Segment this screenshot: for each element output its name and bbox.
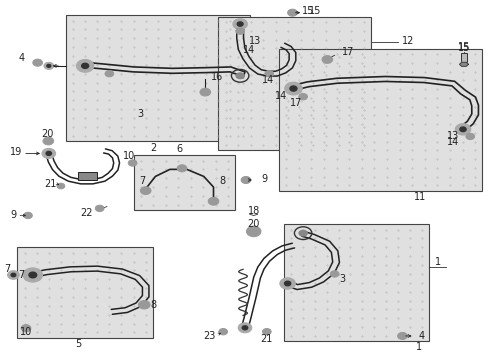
Text: 19: 19 — [10, 147, 22, 157]
Text: 15: 15 — [458, 43, 470, 53]
Text: 11: 11 — [414, 192, 426, 202]
Circle shape — [235, 72, 245, 79]
Circle shape — [42, 148, 55, 158]
Circle shape — [33, 59, 43, 66]
Circle shape — [29, 272, 37, 278]
Circle shape — [24, 212, 32, 219]
Circle shape — [105, 71, 114, 77]
Circle shape — [290, 86, 297, 91]
Circle shape — [43, 137, 53, 145]
Text: 7: 7 — [4, 264, 11, 274]
Circle shape — [140, 187, 151, 194]
Circle shape — [322, 55, 333, 63]
Text: 21: 21 — [261, 334, 273, 344]
Circle shape — [241, 176, 251, 184]
Circle shape — [233, 19, 247, 30]
Text: 7: 7 — [139, 176, 146, 186]
Circle shape — [298, 230, 308, 237]
Text: 4: 4 — [18, 53, 24, 63]
Text: 15: 15 — [309, 5, 321, 15]
Circle shape — [236, 28, 245, 34]
Text: 12: 12 — [401, 36, 414, 46]
Bar — [279, 49, 482, 191]
Bar — [78, 172, 97, 180]
Text: 8: 8 — [220, 176, 226, 186]
Text: 6: 6 — [176, 144, 183, 154]
Text: 14: 14 — [447, 137, 459, 147]
Text: 3: 3 — [138, 109, 144, 120]
Text: 14: 14 — [243, 45, 255, 55]
Circle shape — [397, 332, 407, 339]
Text: 9: 9 — [10, 210, 16, 220]
Circle shape — [57, 183, 65, 189]
Text: 16: 16 — [211, 72, 223, 82]
Circle shape — [44, 62, 53, 69]
Text: 20: 20 — [247, 219, 260, 229]
Circle shape — [21, 325, 31, 332]
Circle shape — [455, 123, 471, 135]
Circle shape — [82, 63, 89, 68]
Circle shape — [219, 329, 227, 335]
Text: 8: 8 — [150, 300, 157, 310]
Circle shape — [246, 226, 261, 237]
Text: 7: 7 — [18, 270, 24, 280]
Text: 10: 10 — [20, 327, 32, 337]
Circle shape — [8, 271, 19, 279]
Text: 15: 15 — [302, 5, 315, 15]
Circle shape — [330, 271, 339, 277]
Circle shape — [242, 326, 248, 330]
Text: 3: 3 — [340, 274, 345, 284]
Text: 15: 15 — [458, 42, 470, 52]
Circle shape — [299, 94, 308, 100]
Bar — [134, 155, 235, 210]
Bar — [66, 15, 250, 141]
Circle shape — [11, 273, 16, 277]
Text: 13: 13 — [447, 131, 459, 141]
Text: 20: 20 — [41, 129, 53, 139]
Bar — [17, 247, 153, 338]
Text: 14: 14 — [275, 91, 288, 101]
Bar — [284, 224, 429, 341]
Text: 1: 1 — [416, 342, 422, 352]
Circle shape — [285, 82, 302, 95]
Bar — [461, 53, 467, 64]
Circle shape — [288, 9, 297, 16]
Polygon shape — [460, 62, 468, 66]
Text: 10: 10 — [122, 151, 135, 161]
Circle shape — [128, 160, 137, 166]
Text: 17: 17 — [342, 48, 354, 57]
Circle shape — [46, 152, 51, 156]
Bar — [219, 17, 371, 150]
Text: 13: 13 — [249, 36, 261, 46]
Text: 17: 17 — [290, 98, 302, 108]
Circle shape — [76, 59, 94, 72]
Circle shape — [138, 301, 150, 309]
Circle shape — [96, 205, 104, 212]
Text: 23: 23 — [203, 331, 216, 341]
Text: 22: 22 — [80, 208, 93, 217]
Text: 18: 18 — [247, 206, 260, 216]
Circle shape — [263, 329, 271, 335]
Text: 1: 1 — [435, 257, 441, 266]
Circle shape — [466, 133, 475, 140]
Circle shape — [177, 165, 187, 172]
Text: 2: 2 — [150, 143, 156, 153]
Text: 5: 5 — [75, 339, 81, 349]
Circle shape — [238, 323, 252, 333]
Circle shape — [208, 197, 219, 205]
Text: 9: 9 — [262, 174, 268, 184]
Text: 21: 21 — [45, 179, 57, 189]
Circle shape — [23, 268, 43, 282]
Circle shape — [237, 22, 243, 26]
Circle shape — [47, 64, 51, 67]
Circle shape — [285, 281, 291, 286]
Circle shape — [280, 278, 295, 289]
Text: 14: 14 — [262, 75, 274, 85]
Circle shape — [265, 71, 273, 77]
Text: 4: 4 — [418, 331, 424, 341]
Circle shape — [460, 127, 466, 132]
Circle shape — [200, 88, 211, 96]
